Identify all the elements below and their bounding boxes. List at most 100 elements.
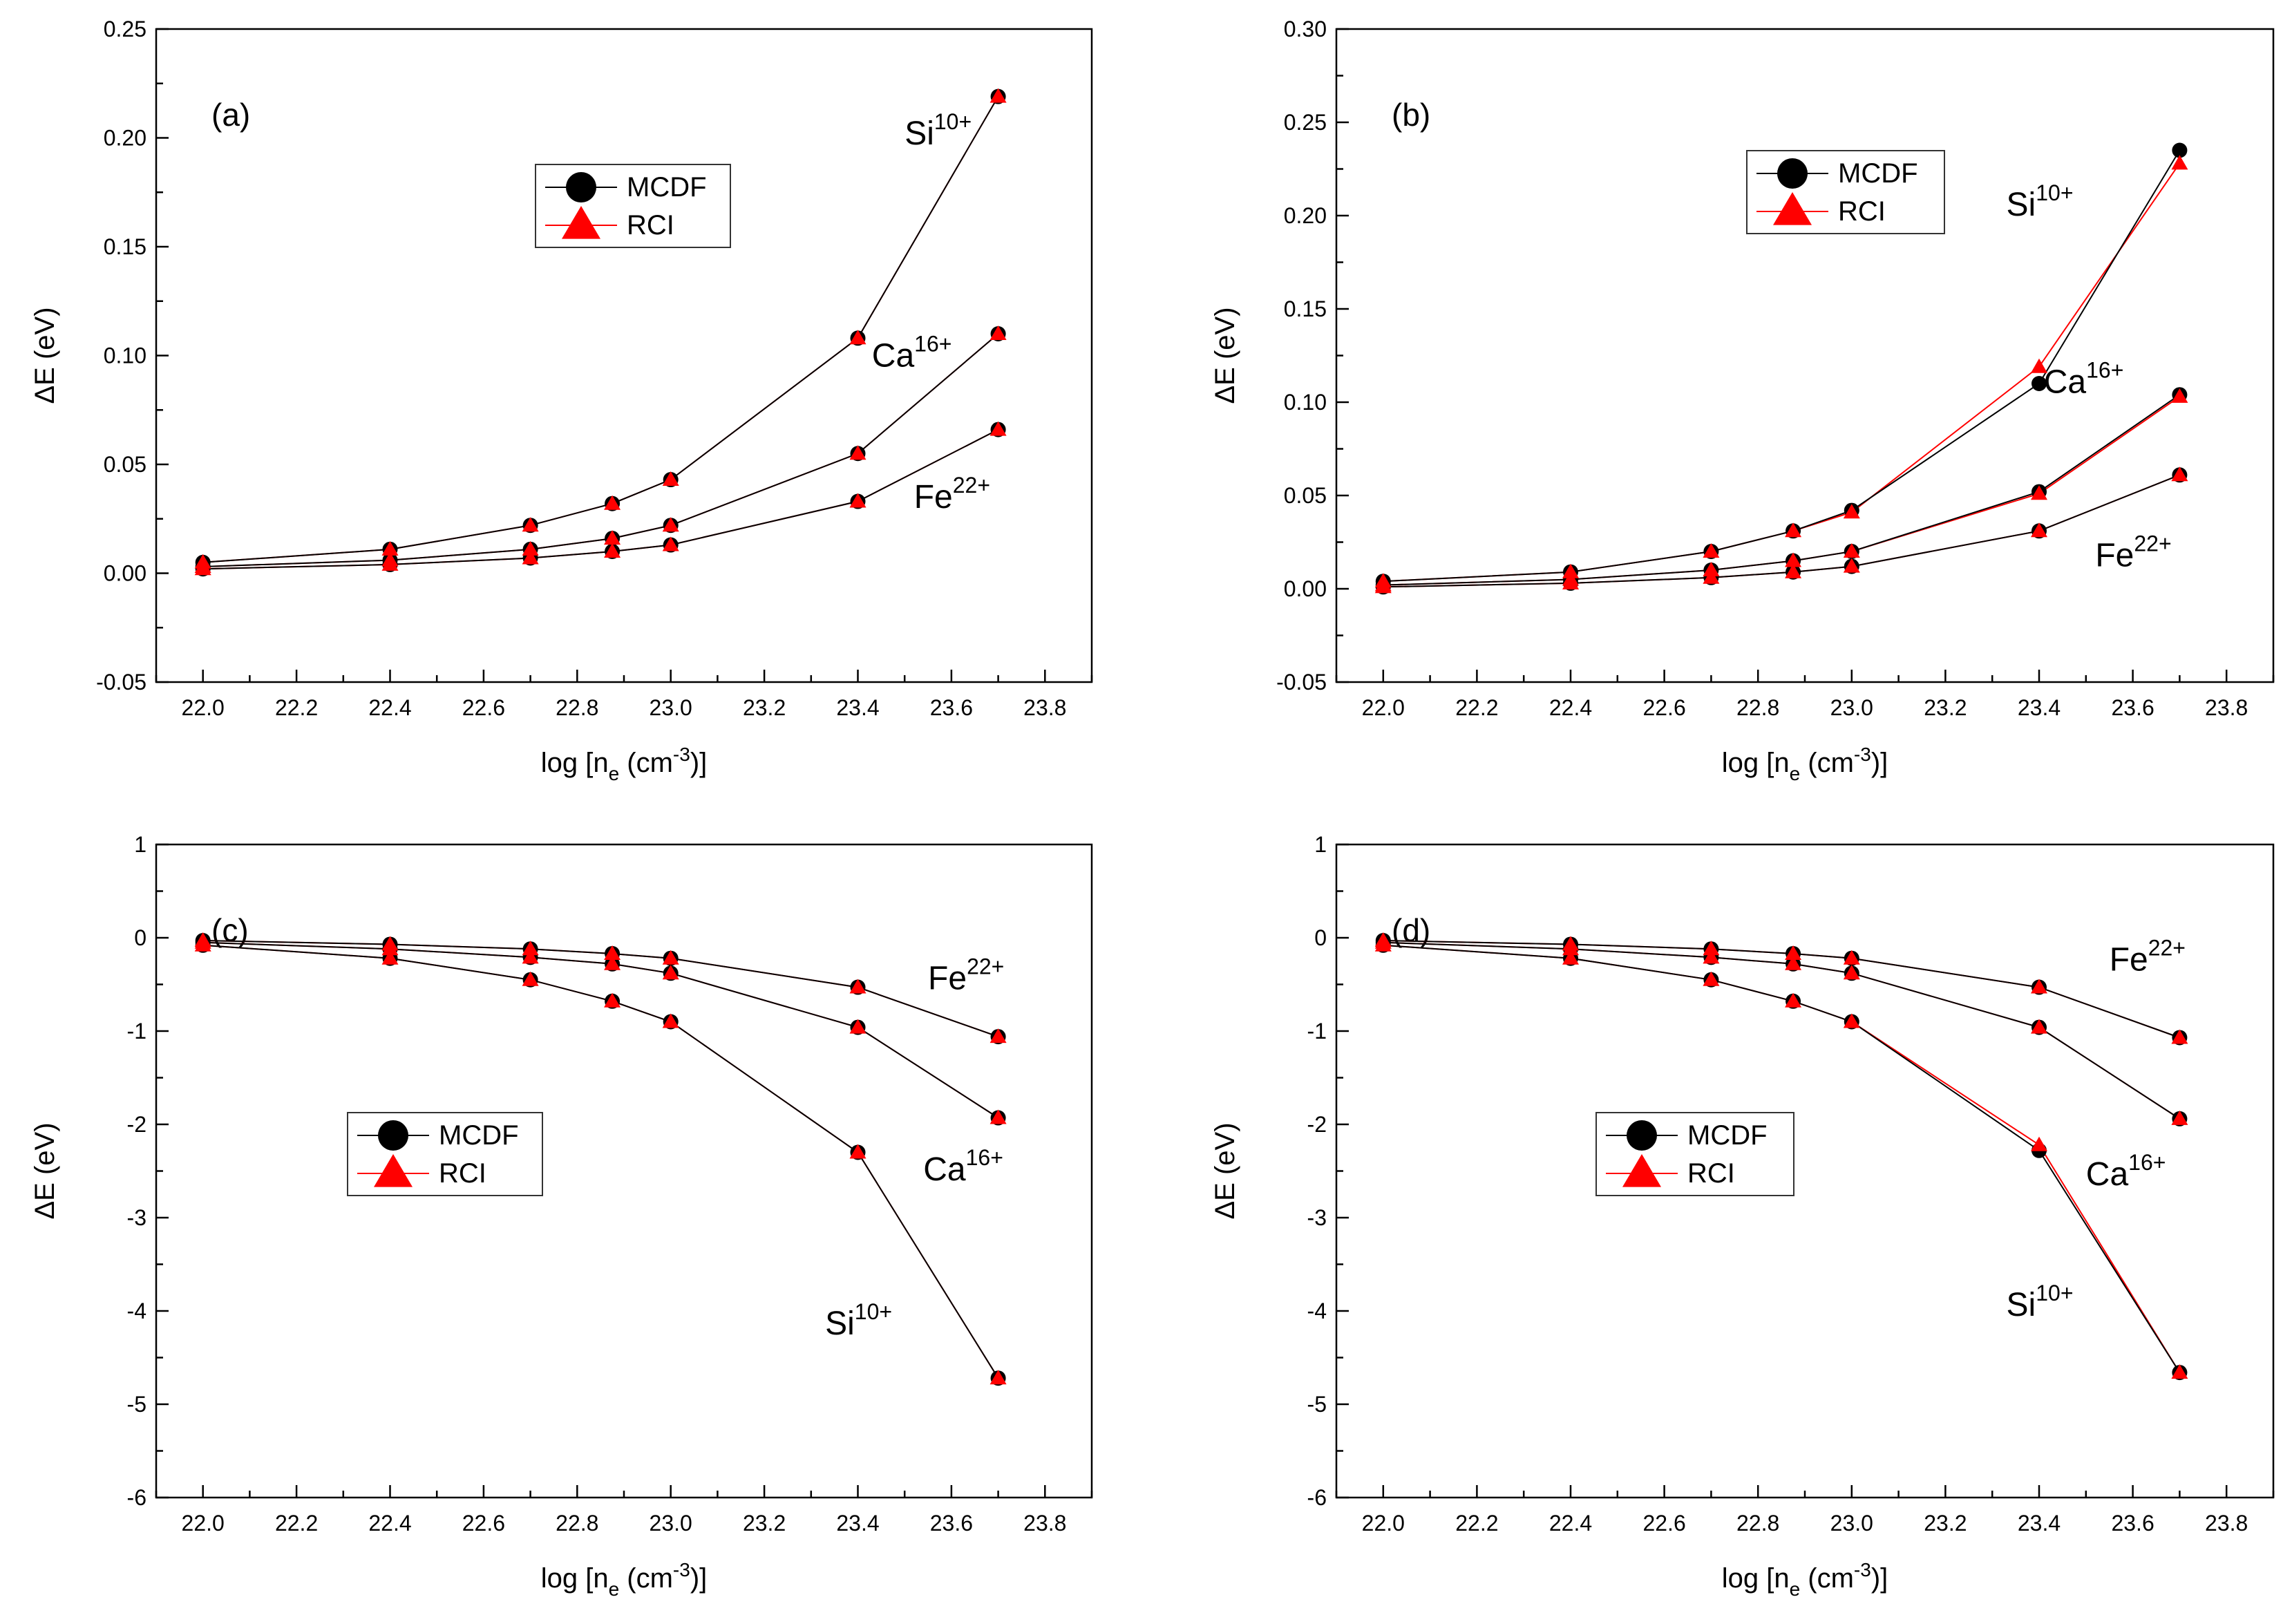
y-tick-label: 1 — [1314, 832, 1327, 857]
x-tick-label: 23.4 — [2018, 1511, 2061, 1536]
legend-label: RCI — [1838, 196, 1886, 227]
point-fe-rci — [1785, 945, 1802, 960]
point-fe-rci — [1785, 563, 1802, 578]
point-ca-rci — [2031, 1019, 2047, 1034]
y-tick-label: -2 — [127, 1112, 146, 1137]
panel-label: (b) — [1392, 97, 1430, 133]
point-ca-rci — [522, 540, 539, 556]
x-tick-label: 22.8 — [1736, 695, 1779, 720]
y-tick-label: -5 — [127, 1392, 146, 1417]
legend-marker-rci — [374, 1154, 413, 1187]
annotation-ca: Ca16+ — [872, 331, 952, 374]
point-ca-rci — [1703, 562, 1720, 576]
panel-label: (c) — [211, 912, 249, 948]
point-ca-rci — [662, 517, 679, 532]
y-tick-label: 0 — [1314, 925, 1327, 950]
point-fe-rci — [1374, 578, 1392, 594]
series-line-fe-mcdf — [202, 940, 998, 1038]
x-tick-label: 23.2 — [743, 1511, 786, 1536]
point-fe-rci — [662, 950, 679, 965]
x-axis-label: log [ne (cm-3)] — [1722, 1559, 1888, 1600]
point-si-mcdf — [2172, 142, 2188, 158]
point-fe-rci — [2171, 466, 2188, 482]
x-tick-label: 22.8 — [1736, 1511, 1779, 1536]
point-si-rci — [1785, 522, 1802, 538]
x-tick-label: 23.2 — [743, 695, 786, 720]
series-line-fe-rci — [202, 940, 998, 1038]
legend: MCDF RCI — [347, 1112, 543, 1196]
y-tick-label: 0.25 — [104, 17, 146, 41]
point-ca-rci — [662, 965, 679, 980]
point-si-rci — [989, 1370, 1007, 1385]
series-line-ca-mcdf — [1383, 394, 2180, 586]
point-si-rci — [1843, 1013, 1860, 1028]
x-tick-label: 22.8 — [556, 1511, 598, 1536]
y-axis-label: ΔE (eV) — [1210, 1122, 1240, 1219]
point-ca-rci — [1703, 949, 1720, 964]
annotation-si: Si10+ — [2007, 1281, 2074, 1323]
point-fe-rci — [989, 1028, 1007, 1044]
x-tick-label: 22.6 — [462, 1511, 505, 1536]
x-tick-label: 23.8 — [2205, 1511, 2248, 1536]
x-tick-label: 22.0 — [1362, 1511, 1405, 1536]
x-axis-label: log [ne (cm-3)] — [541, 744, 708, 784]
y-tick-label: -3 — [127, 1205, 146, 1230]
x-tick-label: 23.0 — [650, 1511, 692, 1536]
legend-label: MCDF — [1838, 158, 1918, 189]
y-tick-label: 0.00 — [1284, 576, 1327, 601]
annotation-fe: Fe22+ — [914, 473, 990, 516]
x-tick-label: 22.0 — [182, 695, 225, 720]
x-tick-label: 23.6 — [930, 695, 973, 720]
point-fe-rci — [1374, 932, 1392, 947]
annotation-si: Si10+ — [825, 1299, 892, 1342]
point-fe-rci — [662, 536, 679, 551]
point-si-rci — [381, 540, 399, 556]
y-tick-label: 1 — [134, 832, 146, 857]
point-ca-rci — [604, 955, 621, 970]
point-ca-rci — [1843, 965, 1860, 980]
x-tick-label: 23.4 — [836, 1511, 879, 1536]
y-tick-label: 0.15 — [104, 234, 146, 259]
legend-label: MCDF — [627, 172, 707, 202]
x-tick-label: 22.2 — [1455, 695, 1498, 720]
y-tick-label: -6 — [127, 1485, 146, 1510]
panel-c: 22.0 22.2 22.4 22.6 22.8 23.0 23.2 23.4 23.6 23.8… — [30, 832, 1093, 1600]
y-tick-label: -6 — [1307, 1485, 1327, 1510]
x-tick-label: 23.0 — [650, 695, 692, 720]
point-fe-rci — [2031, 979, 2047, 994]
legend-label: MCDF — [1687, 1120, 1768, 1151]
point-si-rci — [2031, 358, 2047, 373]
point-ca-rci — [849, 1019, 866, 1034]
series-line-fe-mcdf — [1383, 940, 2180, 1039]
panel-label: (d) — [1392, 912, 1430, 948]
x-tick-label: 23.2 — [1924, 1511, 1967, 1536]
annotation-fe: Fe22+ — [928, 954, 1004, 997]
legend-label: RCI — [627, 210, 674, 240]
point-fe-rci — [1843, 558, 1860, 573]
legend-marker-mcdf — [1627, 1120, 1657, 1151]
annotation-ca: Ca16+ — [923, 1145, 1003, 1188]
y-tick-label: -5 — [1307, 1392, 1327, 1417]
point-ca-rci — [1843, 543, 1860, 558]
point-fe-rci — [2031, 522, 2047, 538]
point-ca-rci — [2031, 485, 2047, 500]
x-tick-label: 22.2 — [1455, 1511, 1498, 1536]
point-ca-rci — [1785, 552, 1802, 567]
x-tick-label: 23.0 — [1830, 1511, 1873, 1536]
series-line-fe-rci — [202, 428, 999, 570]
annotation-si: Si10+ — [2007, 180, 2074, 223]
series-line-fe-rci — [1383, 474, 2180, 588]
legend-marker-mcdf — [1777, 158, 1808, 189]
y-tick-label: -2 — [1307, 1112, 1327, 1137]
x-tick-label: 22.6 — [1642, 695, 1685, 720]
series-line-ca-mcdf — [1383, 941, 2180, 1120]
series-line-fe-mcdf — [1383, 474, 2180, 588]
point-si-rci — [522, 971, 539, 986]
y-axis-label: ΔE (eV) — [1210, 307, 1240, 404]
legend-label: RCI — [1687, 1158, 1735, 1189]
legend: MCDF RCI — [1595, 1112, 1794, 1196]
plot-frame — [1335, 28, 2275, 683]
x-tick-label: 23.2 — [1924, 695, 1967, 720]
series-line-ca-rci — [1383, 941, 2180, 1120]
x-tick-label: 22.6 — [1642, 1511, 1685, 1536]
